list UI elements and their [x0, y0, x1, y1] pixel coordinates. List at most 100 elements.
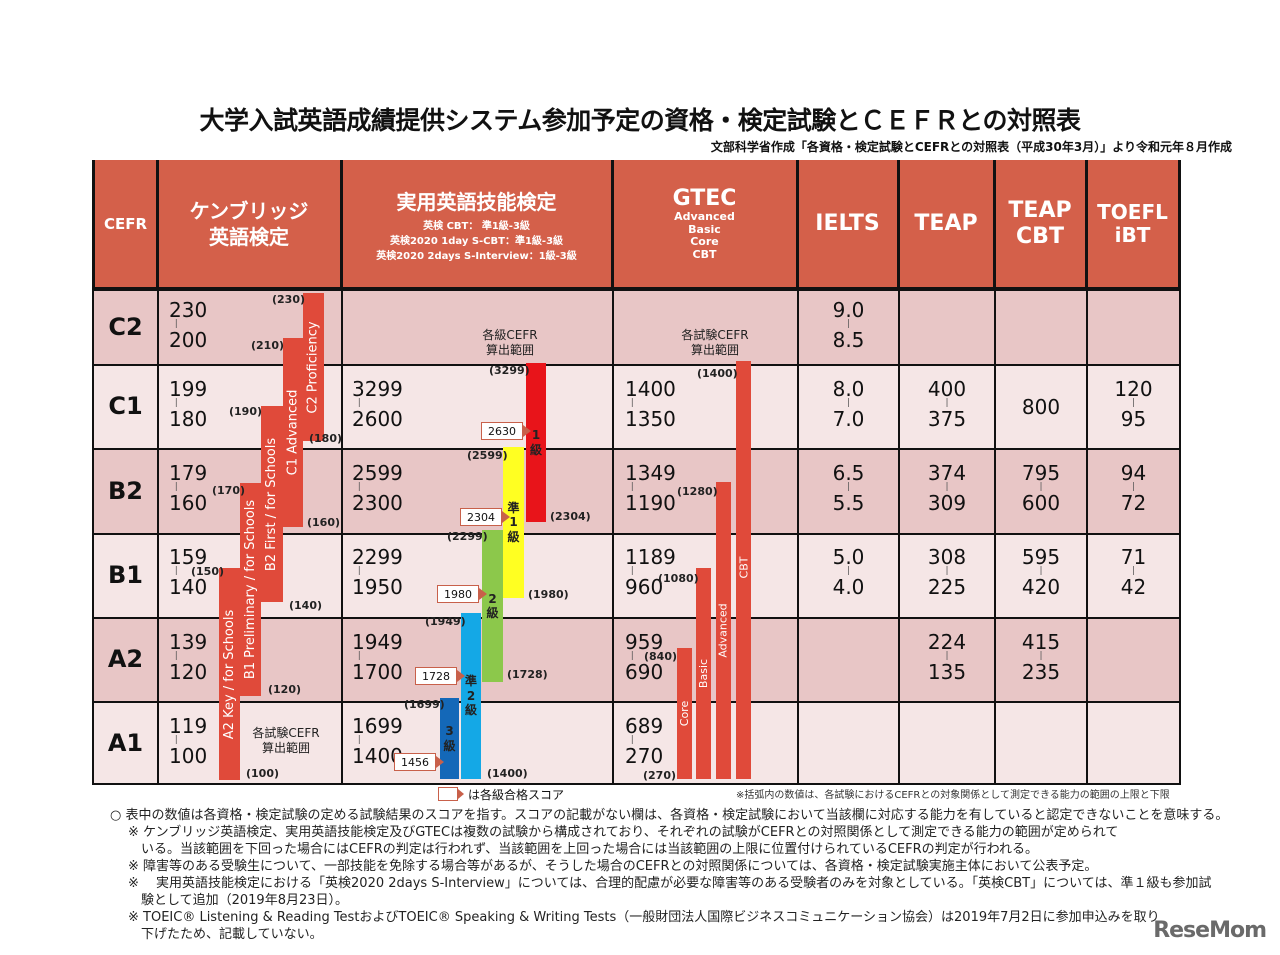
cambridge-range-b1: 159 | 140 [169, 545, 208, 599]
header-cambridge: ケンブリッジ 英語検定 [158, 160, 342, 289]
cambridge-bar-c2-proficiency: C2 Proficiency [303, 293, 324, 441]
paren-bottom: (100) [246, 767, 280, 780]
toefl-range-c1: 120 | 95 [1114, 377, 1153, 431]
footnote: ※ 障害等のある受験生について、一部技能を免除する場合等があるが、そうした場合の… [128, 859, 1098, 874]
eiken-range-a1: 1699 | 1400 [352, 714, 403, 768]
paren-bottom: (2304) [550, 510, 591, 523]
legend-arrow-icon [458, 789, 464, 799]
ielts-range-c1: 8.0 | 7.0 [832, 377, 865, 431]
page-title: 大学入試英語成績提供システム参加予定の資格・検定試験とＣＥＦＲとの対照表 [199, 106, 1081, 135]
pass-score-grade1: 2630 [481, 422, 531, 440]
teap-range-a2: 224 | 135 [927, 630, 967, 684]
footnote: ※ ケンブリッジ英語検定、実用英語技能検定及びGTECは複数の試験から構成されて… [128, 825, 1119, 840]
header-gtec-line: Core [690, 235, 719, 249]
paren-bottom: (1728) [507, 668, 548, 681]
pass-score-pre-grade1: 2304 [460, 508, 510, 526]
header-teap-cbt-line2: CBT [1016, 223, 1064, 249]
cefr-level-c2: C2 [108, 312, 143, 341]
paren-bottom: (160) [307, 516, 341, 529]
cefr-level-a1: A1 [107, 729, 144, 757]
cambridge-range-c2: 230 | 200 [169, 298, 208, 352]
header-eiken-line: 英検2020 2days S-Interview：1級-3級 [376, 250, 577, 262]
teap-cbt-range-b2: 795 | 600 [1021, 461, 1061, 515]
paren-top: (1949) [425, 615, 466, 628]
cambridge-range-b2: 179 | 160 [169, 461, 208, 515]
grid-line [994, 160, 996, 785]
ielts-range-b2: 6.5 | 5.5 [832, 461, 865, 515]
paren-top: (3299) [489, 364, 530, 377]
gtec-range-b2: 1349 | 1190 [625, 461, 676, 515]
gtec-range-b1: 1189 | 960 [625, 545, 676, 599]
eiken-cefr-note: 各級CEFR 算出範囲 [482, 328, 538, 357]
cambridge-range-a1: 119 | 100 [169, 714, 208, 768]
cambridge-bar-c1-advanced: C1 Advanced [283, 338, 303, 527]
paren-top: (1699) [404, 698, 445, 711]
header-gtec-line: Basic [688, 222, 721, 236]
header-toefl: TOEFL iBT [1087, 160, 1180, 289]
cambridge-range-c1: 199 | 180 [169, 377, 208, 431]
teap-cbt-range-b1: 595 | 420 [1021, 545, 1061, 599]
paren-bottom: (1980) [528, 588, 569, 601]
cambridge-cefr-note: 各試験CEFR 算出範囲 [252, 726, 320, 755]
header-eiken-line: 英検2020 1day S-CBT：準1級-3級 [389, 235, 564, 247]
paren-top: (230) [272, 293, 306, 306]
header-cefr-label: CEFR [103, 214, 148, 233]
paren-bottom: (120) [268, 683, 302, 696]
cambridge-bar-a2-key: A2 Key / for Schools [219, 568, 240, 780]
teap-range-c1: 400 | 375 [927, 377, 967, 431]
resemom-logo: ReseMom [1153, 918, 1267, 943]
grid-line [898, 160, 900, 785]
teap-range-b1: 308 | 225 [927, 545, 967, 599]
footnote: ○ 表中の数値は各資格・検定試験の定める試験結果のスコアを指す。スコアの記載がな… [110, 808, 1229, 823]
grid-line [157, 160, 159, 785]
legend-label: は各級合格スコア [468, 788, 565, 802]
row-a1-bg [93, 701, 1180, 785]
row-a2-bg [93, 617, 1180, 701]
header-cefr: CEFR [93, 160, 158, 289]
page-subtitle: 文部科学省作成「各資格・検定試験とCEFRとの対照表（平成30年3月）」より令和… [710, 140, 1232, 154]
header-eiken-title: 実用英語技能検定 [396, 189, 557, 214]
gtec-bar-core: Core [677, 648, 692, 779]
paren-top: (150) [191, 565, 225, 578]
header-toefl-line2: iBT [1114, 222, 1151, 247]
header-gtec-line: Advanced [674, 209, 735, 223]
grid-line [797, 160, 799, 785]
header-teap-cbt: TEAP CBT [995, 160, 1087, 289]
cefr-level-a2: A2 [107, 645, 144, 673]
paren-top: (170) [212, 484, 246, 497]
header-gtec-title: GTEC [672, 185, 737, 211]
header-gtec: GTEC Advanced Basic Core CBT [613, 160, 798, 289]
eiken-range-a2: 1949 | 1700 [352, 630, 403, 684]
legend-pass-box-icon [438, 787, 458, 801]
grid-line [92, 160, 94, 785]
gtec-cefr-note: 各試験CEFR 算出範囲 [681, 328, 749, 357]
gtec-bar-basic: Basic [696, 568, 711, 779]
grid-line [612, 160, 614, 785]
paren-top: (190) [229, 405, 263, 418]
grid-line [341, 160, 343, 785]
gtec-bar-advanced: Advanced [716, 482, 731, 779]
footnote: ※ 実用英語技能検定における「英検2020 2days S-Interview」… [128, 876, 1212, 891]
paren-top: (210) [251, 339, 285, 352]
teap-cbt-value-c1: 800 [1021, 395, 1061, 419]
paren-top: (2599) [467, 449, 508, 462]
gtec-bar-cbt: CBT [736, 361, 751, 779]
cefr-level-c1: C1 [108, 392, 143, 420]
header-toefl-line1: TOEFL [1097, 199, 1168, 224]
paren-bottom: (1400) [487, 767, 528, 780]
teap-cbt-range-a2: 415 | 235 [1021, 630, 1061, 684]
paren-top: (2299) [447, 530, 488, 543]
ielts-range-c2: 9.0 | 8.5 [832, 298, 865, 352]
eiken-range-b2: 2599 | 2300 [352, 461, 403, 515]
gtec-range-a2: 959 | 690 [625, 630, 664, 684]
gtec-range-c1: 1400 | 1350 [625, 377, 676, 431]
header-cambridge-line1: ケンブリッジ [189, 198, 309, 223]
pass-score-grade3: 1456 [394, 753, 444, 771]
paren-top: (1080) [658, 572, 699, 585]
row-c2-bg [93, 289, 1180, 364]
paren-top: (1400) [697, 367, 738, 380]
